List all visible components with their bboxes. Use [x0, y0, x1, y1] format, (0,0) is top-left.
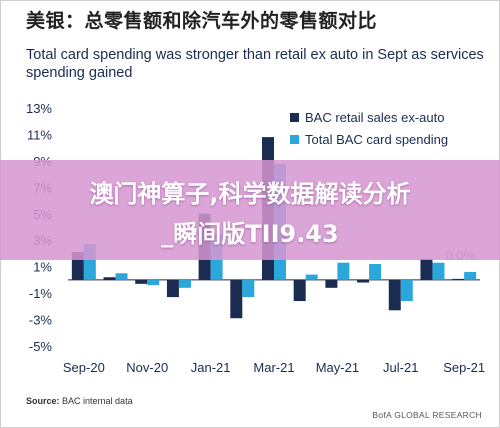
x-tick-label: Sep-20 — [63, 360, 105, 375]
bar-card-spending — [464, 271, 477, 280]
watermark-line-2: _瞬间版TII9.43 — [161, 220, 339, 248]
bar-retail-ex-auto — [103, 277, 116, 280]
bar-retail-ex-auto — [135, 279, 148, 284]
x-tick-label: Mar-21 — [253, 360, 294, 375]
y-tick-label: -5% — [29, 339, 53, 354]
y-tick-label: 13% — [26, 101, 52, 116]
source-label: Source: — [26, 396, 60, 406]
bar-card-spending — [178, 279, 191, 288]
bar-retail-ex-auto — [357, 279, 370, 283]
x-tick-label: Jul-21 — [383, 360, 418, 375]
x-tick-label: Sep-21 — [443, 360, 485, 375]
bar-card-spending — [432, 262, 445, 280]
legend-swatch — [290, 113, 299, 122]
x-tick-label: Nov-20 — [126, 360, 168, 375]
y-tick-label: 11% — [27, 127, 52, 142]
bar-card-spending — [147, 279, 160, 286]
bar-card-spending — [400, 279, 413, 302]
bar-retail-ex-auto — [388, 279, 401, 311]
legend-label: BAC retail sales ex-auto — [305, 110, 444, 125]
bar-retail-ex-auto — [452, 278, 465, 280]
bar-retail-ex-auto — [230, 279, 243, 319]
bar-retail-ex-auto — [325, 279, 338, 288]
y-tick-label: -1% — [29, 286, 53, 301]
legend-label: Total BAC card spending — [305, 132, 448, 147]
bar-card-spending — [337, 262, 350, 280]
bar-retail-ex-auto — [293, 279, 306, 302]
bar-card-spending — [305, 274, 318, 280]
watermark-banner — [0, 160, 500, 260]
source-text: BAC internal data — [62, 396, 133, 406]
bar-card-spending — [242, 279, 255, 298]
bar-card-spending — [369, 264, 382, 280]
chart-subtitle: Total card spending was stronger than re… — [26, 47, 484, 81]
bar-card-spending — [115, 273, 128, 280]
bar-retail-ex-auto — [166, 279, 179, 298]
watermark-line-1: 澳门神算子,科学数据解读分析 — [89, 180, 411, 208]
y-tick-label: 1% — [33, 260, 52, 275]
x-tick-label: May-21 — [316, 360, 359, 375]
bar-retail-ex-auto — [420, 258, 433, 280]
research-credit: BofA GLOBAL RESEARCH — [372, 410, 482, 420]
legend-swatch — [290, 135, 299, 144]
page-title: 美银：总零售额和除汽车外的零售额对比 — [26, 10, 378, 32]
x-tick-label: Jan-21 — [191, 360, 231, 375]
source-note: Source: BAC internal data — [26, 396, 133, 406]
y-tick-label: -3% — [29, 313, 53, 328]
